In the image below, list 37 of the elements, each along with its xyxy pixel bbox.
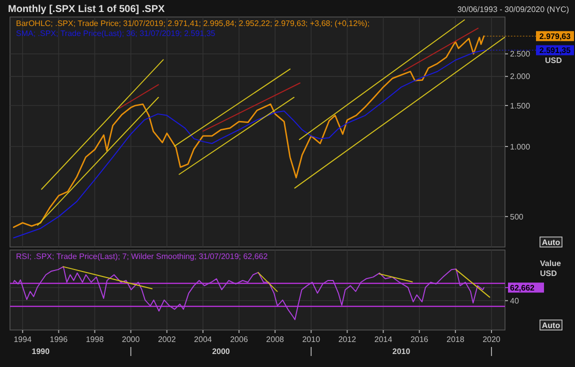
text: Value [540, 259, 562, 268]
y-tick-label: 500 [510, 212, 524, 222]
y-tick-label: 2.000 [510, 72, 531, 82]
chart-title: Monthly [.SPX List 1 of 506] .SPX [8, 4, 166, 15]
x-tick-label: 1996 [50, 335, 68, 344]
x-tick-label: 1998 [86, 335, 104, 344]
text: USD [540, 269, 558, 278]
text: BarOHLC; .SPX; Trade Price; 31/07/2019; 2.971,41; 2.995,84; 2.952,22; 2.979,63; +3,68; (+0,12%); [16, 19, 370, 28]
line-series [13, 266, 484, 320]
x2-tick-label: 2000 [212, 347, 230, 356]
x2-tick-label: 2010 [392, 347, 411, 356]
x-tick-label: 2016 [410, 335, 429, 344]
x-tick-label: 2006 [230, 335, 248, 344]
y-tick-label: 62,662 [510, 283, 536, 292]
text: USD [545, 56, 562, 65]
x2-tick-label: 1990 [32, 347, 50, 356]
x-tick-label: 2020 [482, 335, 501, 344]
x-tick-label: 2004 [194, 335, 212, 344]
annotation: 2.591,35 [539, 46, 572, 56]
x-tick-label: 2012 [338, 335, 357, 344]
annotation: 2.979,63 [539, 32, 572, 41]
text: Auto [542, 321, 560, 330]
x-tick-label: 2018 [446, 335, 465, 344]
y-tick-label: 1.000 [510, 142, 531, 152]
series-label: RSI; .SPX; Trade Price(Last); 7; Wilder Smoothing; 31/07/2019; 62,662 [16, 252, 268, 261]
text: Auto [542, 238, 560, 247]
x-tick-label: 2010 [302, 335, 321, 344]
text: SMA; .SPX; Trade Price(Last); 36; 31/07/2019; 2.591,35 [16, 29, 216, 38]
x-tick-label: 2000 [122, 335, 140, 344]
y-tick-label: 40 [510, 296, 520, 306]
y-tick-label: 2.500 [510, 50, 531, 59]
x-tick-label: 2014 [374, 335, 393, 344]
chart-subtitle: 30/06/1993 - 30/09/2020 (NYC) [457, 5, 570, 14]
x-tick-label: 1994 [14, 335, 32, 344]
y-tick-label: 1.500 [510, 101, 531, 110]
x-tick-label: 2002 [158, 335, 176, 344]
x-tick-label: 2008 [266, 335, 285, 344]
